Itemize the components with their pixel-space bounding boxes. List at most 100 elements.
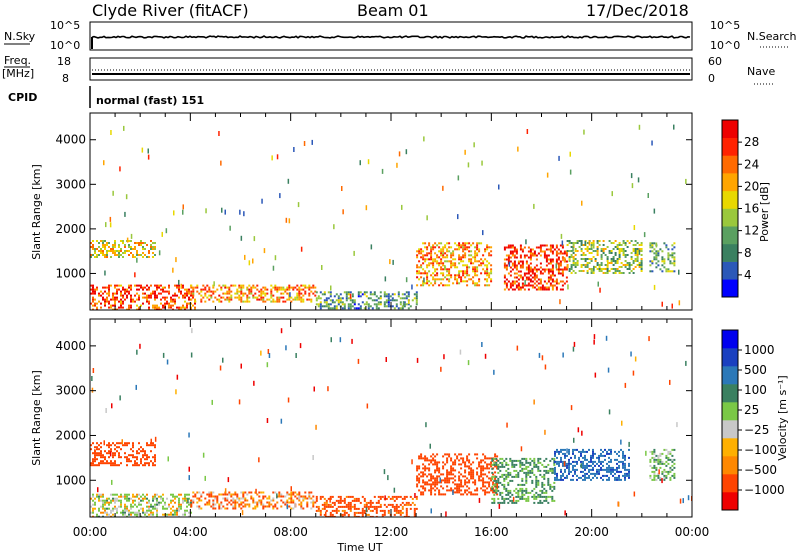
- velocity-cell: [144, 454, 146, 457]
- velocity-cell: [503, 477, 506, 480]
- power-cell: [302, 300, 305, 303]
- velocity-cell: [260, 491, 263, 494]
- velocity-scatter-cell: [669, 379, 671, 385]
- velocity-cell: [432, 483, 435, 486]
- velocity-cell: [329, 503, 332, 506]
- power-cell: [124, 292, 126, 295]
- power-cell: [665, 244, 668, 247]
- power-cell: [527, 268, 530, 271]
- velocity-cell: [126, 509, 128, 512]
- velocity-cell: [228, 491, 231, 494]
- velocity-cell: [256, 503, 259, 506]
- velocity-cell: [240, 491, 243, 494]
- power-cell: [290, 300, 293, 303]
- velocity-cell: [128, 513, 130, 516]
- power-cell: [122, 288, 124, 291]
- power-cell: [280, 286, 283, 289]
- velocity-cell: [622, 474, 624, 477]
- velocity-cell: [446, 469, 449, 472]
- velocity-cell: [614, 472, 616, 475]
- velocity-cell: [319, 511, 322, 514]
- power-cell: [286, 286, 289, 289]
- velocity-cell: [242, 505, 245, 508]
- velocity-cell: [497, 465, 500, 468]
- velocity-cell: [442, 493, 445, 496]
- power-cell: [464, 254, 467, 257]
- power-cell: [432, 262, 435, 265]
- velocity-cell: [361, 515, 364, 517]
- velocity-cell: [440, 479, 443, 482]
- power-cell: [590, 242, 593, 244]
- power-cell: [444, 260, 447, 263]
- power-cell: [102, 292, 104, 295]
- velocity-scatter-cell: [383, 469, 386, 475]
- velocity-cell: [196, 501, 199, 504]
- power-cell: [606, 268, 609, 270]
- velocity-cell: [454, 491, 457, 494]
- power-cell: [416, 254, 419, 257]
- velocity-cell: [118, 446, 120, 449]
- power-cell: [272, 294, 275, 297]
- velocity-cell: [132, 454, 134, 457]
- power-cell: [559, 252, 562, 255]
- power-cell: [661, 250, 664, 253]
- power-cell: [440, 242, 443, 245]
- power-cell: [104, 248, 106, 250]
- velocity-cell: [110, 509, 112, 512]
- power-cell: [430, 282, 433, 285]
- velocity-cell: [531, 479, 534, 482]
- velocity-cell: [124, 452, 126, 455]
- velocity-cell: [533, 497, 536, 500]
- velocity-cell: [491, 471, 494, 474]
- velocity-cell: [150, 444, 152, 447]
- power-cell: [96, 248, 98, 250]
- velocity-cell: [428, 463, 431, 466]
- velocity-cell: [246, 499, 249, 502]
- power-cell: [592, 272, 595, 274]
- velocity-cell: [232, 507, 235, 510]
- velocity-cell: [100, 511, 102, 514]
- power-cell: [521, 250, 524, 253]
- power-cell: [128, 246, 130, 248]
- power-cell: [667, 268, 670, 271]
- velocity-cell: [616, 476, 618, 479]
- power-cell: [420, 264, 423, 267]
- velocity-cell: [460, 453, 463, 456]
- colorbar-swatch: [722, 173, 738, 192]
- power-cell: [90, 302, 92, 305]
- power-cell: [100, 240, 102, 242]
- velocity-cell: [578, 450, 580, 453]
- velocity-cell: [527, 497, 530, 500]
- velocity-cell: [176, 511, 178, 514]
- velocity-cell: [130, 448, 132, 451]
- velocity-cell: [92, 452, 94, 455]
- power-cell: [525, 262, 528, 265]
- velocity-cell: [126, 456, 128, 459]
- velocity-cell: [600, 466, 602, 469]
- power-cell: [620, 266, 623, 268]
- power-cell: [596, 250, 599, 252]
- velocity-cell: [454, 463, 457, 466]
- velocity-cell: [655, 474, 658, 477]
- power-cell: [618, 256, 621, 258]
- power-cell: [154, 290, 156, 293]
- power-cell: [418, 272, 421, 275]
- power-cell: [317, 305, 320, 308]
- velocity-scatter-cell: [240, 363, 242, 369]
- colorbar-tick-label: 12: [744, 224, 759, 238]
- power-cell: [630, 240, 633, 242]
- power-cell: [640, 250, 643, 252]
- power-cell: [636, 252, 639, 254]
- velocity-cell: [501, 501, 504, 504]
- velocity-cell: [438, 461, 441, 464]
- power-cell: [476, 266, 479, 269]
- power-cell: [94, 252, 96, 254]
- power-cell: [186, 302, 188, 305]
- power-cell: [539, 248, 542, 251]
- power-cell: [545, 268, 548, 271]
- velocity-cell: [94, 503, 96, 506]
- velocity-cell: [258, 495, 261, 498]
- power-scatter-cell: [341, 186, 343, 191]
- power-cell: [446, 278, 449, 281]
- power-cell: [92, 298, 94, 301]
